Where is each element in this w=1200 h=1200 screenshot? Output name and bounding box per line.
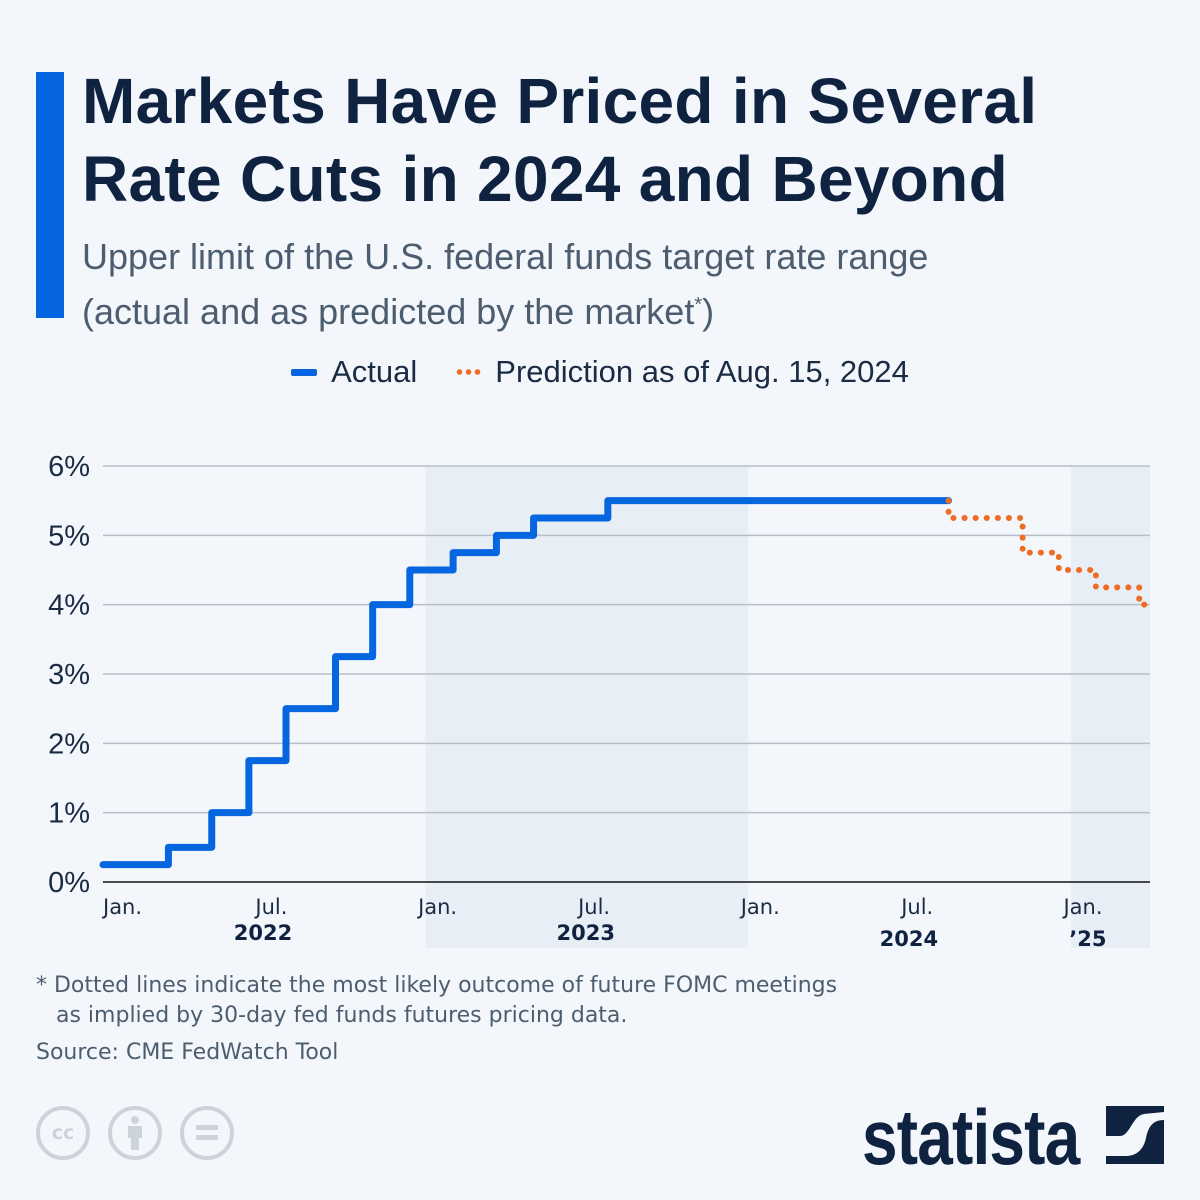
subtitle-asterisk: * bbox=[694, 294, 703, 316]
y-tick-label: 0% bbox=[48, 867, 90, 899]
y-tick-label: 2% bbox=[48, 728, 90, 760]
y-tick-label: 6% bbox=[48, 451, 90, 483]
cc-icon[interactable]: cc bbox=[36, 1106, 90, 1160]
x-tick-label: Jul. bbox=[576, 895, 610, 919]
y-tick-label: 3% bbox=[48, 659, 90, 691]
no-derivatives-icon[interactable] bbox=[180, 1106, 234, 1160]
y-tick-label: 1% bbox=[48, 798, 90, 830]
footnote: * Dotted lines indicate the most likely … bbox=[36, 971, 837, 1031]
statista-logo[interactable]: statista bbox=[862, 1093, 1080, 1181]
x-year-label: 2024 bbox=[880, 927, 938, 951]
shaded-year-band-2023 bbox=[425, 466, 749, 948]
x-year-label: 2022 bbox=[234, 921, 292, 945]
legend-label-prediction: Prediction as of Aug. 15, 2024 bbox=[495, 354, 909, 389]
attribution-icon[interactable] bbox=[108, 1106, 162, 1160]
x-year-label: 2023 bbox=[556, 921, 614, 945]
y-tick-label: 4% bbox=[48, 590, 90, 622]
legend-swatch-prediction bbox=[455, 369, 482, 375]
x-tick-label: Jan. bbox=[739, 895, 780, 919]
subtitle-line-1: Upper limit of the U.S. federal funds ta… bbox=[82, 236, 929, 277]
legend-item-prediction: Prediction as of Aug. 15, 2024 bbox=[455, 354, 909, 390]
footnote-line-1: * Dotted lines indicate the most likely … bbox=[36, 973, 838, 998]
x-tick-label: Jan. bbox=[416, 895, 457, 919]
legend: Actual Prediction as of Aug. 15, 2024 bbox=[0, 354, 1200, 390]
x-tick-label: Jul. bbox=[253, 895, 287, 919]
legend-swatch-actual bbox=[291, 368, 318, 376]
series-prediction-line bbox=[945, 497, 1153, 608]
accent-bar bbox=[36, 72, 64, 318]
x-year-label: ’25 bbox=[1069, 927, 1106, 951]
chart: 0% 1% 2% 3% 4% 5% 6% Jan. Jul. Jan. Jul. Jan. Jul. J… bbox=[48, 451, 1153, 951]
x-tick-label: Jan. bbox=[1061, 895, 1102, 919]
x-tick-label: Jul. bbox=[899, 895, 933, 919]
title-line-1: Markets Have Priced in Several bbox=[82, 65, 1038, 137]
subtitle-line-2: (actual and as predicted by the market bbox=[82, 291, 695, 332]
page-title: Markets Have Priced in Several Rate Cuts… bbox=[82, 62, 1192, 218]
legend-item-actual: Actual bbox=[291, 354, 417, 390]
statista-logo-icon bbox=[1106, 1106, 1164, 1164]
legend-label-actual: Actual bbox=[331, 354, 418, 389]
series-actual-line bbox=[99, 497, 953, 869]
subtitle: Upper limit of the U.S. federal funds ta… bbox=[82, 233, 1182, 336]
footnote-line-2: as implied by 30-day fed funds futures p… bbox=[56, 1003, 628, 1028]
title-line-2: Rate Cuts in 2024 and Beyond bbox=[82, 143, 1008, 215]
y-tick-label: 5% bbox=[48, 520, 90, 552]
source: Source: CME FedWatch Tool bbox=[36, 1040, 339, 1065]
x-tick-label: Jan. bbox=[101, 895, 142, 919]
subtitle-close: ) bbox=[702, 291, 715, 332]
shaded-year-band-2025 bbox=[1071, 466, 1150, 948]
